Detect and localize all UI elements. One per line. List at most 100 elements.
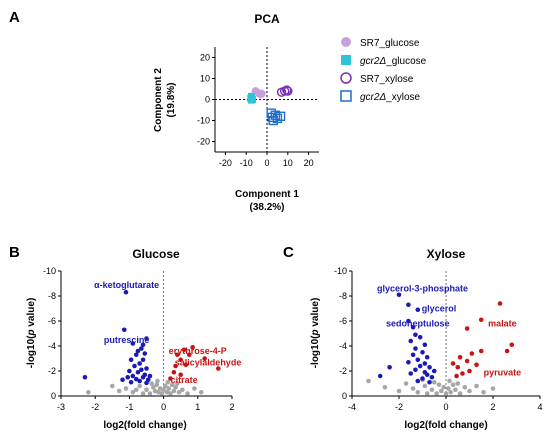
vx-point-up <box>454 373 459 379</box>
vx-point-down <box>427 364 432 370</box>
vx-point-down <box>396 292 402 298</box>
legend-marker-sr7-glucose <box>341 37 351 47</box>
vx-annotation: glycerol <box>422 304 457 314</box>
vg-point-ns <box>169 382 175 388</box>
vg-point-ns <box>155 378 160 384</box>
vg-point-ns <box>86 389 91 395</box>
vg-point-down <box>130 341 136 346</box>
vx-y-tick-label: -10 <box>334 266 347 276</box>
vg-point-down <box>139 346 144 351</box>
vg-point-ns <box>174 381 180 386</box>
vx-y-tick-label: 0 <box>342 391 347 401</box>
vx-annotation: malate <box>488 319 517 329</box>
vg-point-down <box>133 376 139 382</box>
vx-point-down <box>424 354 430 360</box>
vx-point-up <box>457 354 463 360</box>
panel-label-b: B <box>9 244 20 261</box>
volcano-glucose-axes: -3 -2 -1 0 1 20-2-4-6-8-10 <box>43 266 235 412</box>
vx-point-up <box>464 326 470 331</box>
vx-point-down <box>431 368 437 374</box>
volcano-glucose-x-axis-label: log2(fold change) <box>103 420 186 431</box>
volcano-xylose-axes: -4 -2 0 2 4 0 -2 -4 -6 -8 -10 <box>334 266 543 412</box>
legend-label-sr7-glucose: SR7_glucose <box>360 38 420 49</box>
vx-point-ns <box>447 378 452 384</box>
volcano-glucose-annotations: α-ketoglutarate putrescine erythrose-4-Psa… <box>94 280 241 385</box>
vg-point-down <box>123 289 129 295</box>
legend-label-sr7-xylose: SR7_xylose <box>360 74 414 85</box>
pca-x-tick-label: -20 <box>219 158 232 168</box>
vg-x-tick-label: 0 <box>161 402 166 412</box>
vx-point-ns <box>443 391 449 396</box>
vg-point-ns <box>149 381 154 386</box>
legend-marker-gcr2-xylose <box>340 90 352 102</box>
vg-point-up <box>190 344 195 350</box>
pca-point-0 <box>257 89 266 98</box>
vg-point-ns <box>159 391 165 396</box>
legend-label-gcr2-glucose: gcr2Δ_glucose <box>360 56 427 67</box>
vx-point-ns <box>396 388 402 394</box>
vg-point-ns <box>180 387 185 393</box>
vx-point-ns <box>481 389 486 395</box>
vx-x-tick-label: -4 <box>348 402 356 412</box>
vx-point-ns <box>436 382 442 388</box>
vx-x-tick-label: 2 <box>490 402 495 412</box>
vg-point-ns <box>163 383 168 389</box>
vg-point-down <box>139 367 144 373</box>
volcano-xylose-x-axis-label: log2(fold change) <box>404 420 487 431</box>
vg-point-down <box>135 369 141 375</box>
vg-point-down <box>128 357 134 363</box>
vx-point-up <box>474 362 479 368</box>
vg-point-down <box>144 366 149 371</box>
vx-point-ns <box>429 387 435 393</box>
vg-point-down <box>128 379 134 385</box>
vg-y-tick-label: -10 <box>43 266 56 276</box>
pca-chart: PCA -20 -10 0 10 20 20 10 0 -10 -20 Component 1 (… <box>153 12 427 213</box>
vx-point-ns <box>448 389 454 395</box>
vx-point-up <box>469 351 475 356</box>
pca-point-2 <box>282 85 292 95</box>
vg-x-tick-label: -3 <box>57 402 65 412</box>
vx-point-ns <box>446 386 451 391</box>
vx-x-tick-label: -2 <box>395 402 403 412</box>
vg-point-ns <box>110 383 115 389</box>
vg-point-down <box>127 368 132 374</box>
legend-marker-gcr2-glucose <box>341 55 351 65</box>
pca-y-tick-label: 10 <box>200 74 210 84</box>
legend-gcr2-glucose-suffix: _glucose <box>385 56 426 67</box>
pca-y-axis-label-percent: (19.8%) <box>166 82 177 117</box>
pca-x-tick-label: 0 <box>264 158 269 168</box>
vx-point-down <box>420 376 425 381</box>
vg-x-tick-label: 1 <box>195 402 200 412</box>
vg-point-ns <box>130 389 136 395</box>
volcano-glucose-y-label-pre: -log10( <box>26 335 37 368</box>
vg-point-down <box>120 377 125 383</box>
vx-y-tick-label: -2 <box>339 366 347 376</box>
vg-point-up <box>186 352 192 358</box>
volcano-glucose-y-label-post: value) <box>26 298 37 330</box>
vx-point-up <box>509 342 515 348</box>
vx-y-tick-label: -6 <box>339 316 347 326</box>
volcano-xylose-chart: Xylose -4 -2 0 2 4 0 -2 -4 -6 -8 -10 glycerol-3-ph… <box>310 247 543 431</box>
vg-point-down <box>140 374 146 380</box>
vx-point-ns <box>450 382 456 388</box>
vg-y-tick-label: -8 <box>48 291 56 301</box>
pca-y-axis-label: Component 2 <box>153 68 164 132</box>
vg-point-up <box>168 376 173 381</box>
legend-gcr2-xylose-suffix: _xylose <box>385 92 420 103</box>
vx-point-ns <box>415 389 421 395</box>
vx-point-down <box>417 363 423 369</box>
vg-point-ns <box>133 387 139 393</box>
vx-point-down <box>387 364 392 370</box>
vx-point-ns <box>382 384 388 390</box>
vg-point-down <box>137 361 142 366</box>
vg-annotation: salicylaldehyde <box>175 357 242 367</box>
vx-annotation: glycerol-3-phosphate <box>377 284 468 294</box>
vx-point-ns <box>490 386 496 391</box>
vg-point-ns <box>137 383 142 389</box>
vg-point-ns <box>154 382 160 388</box>
vx-point-up <box>455 364 461 370</box>
vg-y-tick-label: -6 <box>48 316 56 326</box>
legend-gcr2-glucose-base: gcr2 <box>360 56 380 67</box>
vx-point-ns <box>424 391 430 396</box>
pca-x-tick-label: -10 <box>240 158 253 168</box>
